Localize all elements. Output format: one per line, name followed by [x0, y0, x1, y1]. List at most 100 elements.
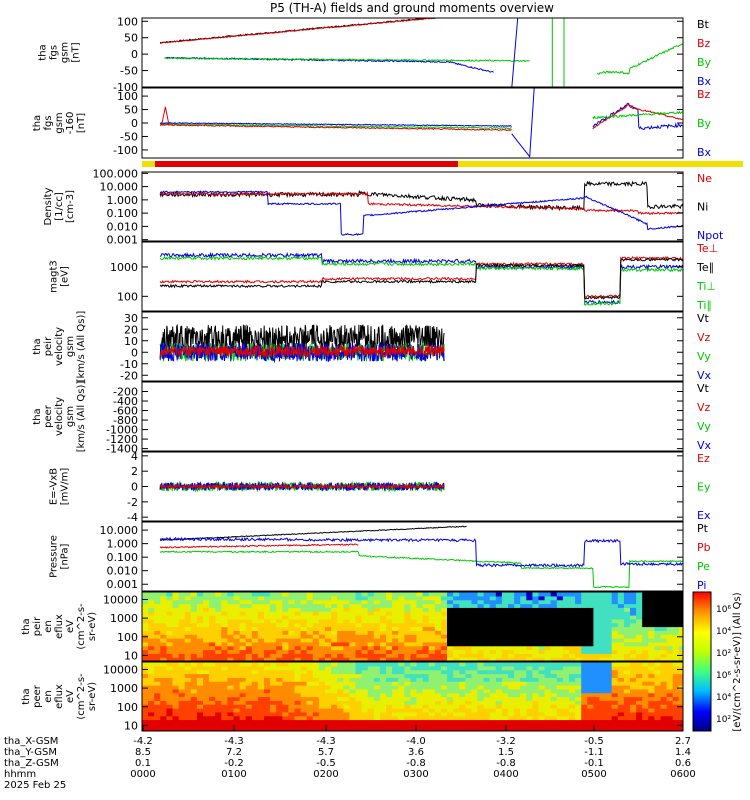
y-tick-label: 1.000	[107, 538, 139, 551]
y-tick-label: 100.000	[93, 167, 139, 180]
y-tick-label: -1000	[106, 424, 138, 437]
colorbar: 10⁶ 10⁴ 10² 10⁶ 10⁴ 10² [eV/(cm^2-s-sr-eV)] (A…	[692, 591, 743, 732]
x-tick-label: -0.2	[224, 758, 244, 769]
legend-Vx: Vx	[697, 439, 712, 452]
bx2-trace	[159, 122, 512, 127]
y-axis-label: -160	[65, 112, 76, 135]
legend-Bx: Bx	[697, 75, 712, 88]
legend-Ez: Ez	[697, 452, 710, 465]
y-axis-label: tha	[32, 338, 43, 354]
ez-trace	[159, 483, 445, 490]
bz2-trace	[159, 123, 512, 132]
y-axis-label: [1/cc]	[54, 192, 65, 221]
by-spike	[551, 18, 565, 87]
y-axis-label: peir	[32, 616, 43, 636]
x-tick-label: -0.8	[406, 758, 426, 769]
y-tick-label: -50	[120, 65, 138, 78]
y-tick-label: 100	[117, 631, 138, 644]
y-tick-label: 0.010	[107, 565, 139, 578]
y-tick-label: 10000	[103, 663, 138, 676]
panel-frame	[141, 661, 684, 732]
y-tick-label: 100	[117, 15, 138, 28]
y-axis-label: sr-eV)	[87, 682, 98, 711]
y-axis-label: (cm^2-s-	[76, 603, 87, 650]
bx2-drop	[511, 88, 535, 158]
plot-area-spec1	[142, 592, 683, 661]
legend-Vt: Vt	[697, 312, 710, 325]
y-tick-label: 0.001	[107, 234, 139, 247]
legend-Pb: Pb	[697, 541, 711, 554]
panel-frame	[141, 17, 684, 88]
y-axis-label: eV	[65, 620, 76, 633]
y-tick-label: 0.100	[107, 207, 139, 220]
legend-Bz: Bz	[697, 88, 711, 101]
y-axis-label: gsm	[60, 42, 71, 63]
y-tick-label: 10	[124, 719, 138, 732]
x-tick-label: 7.2	[226, 747, 242, 758]
panel-frame	[141, 521, 684, 592]
y-tick-label: 0	[131, 48, 138, 61]
y-axis-label: gsm	[65, 406, 76, 427]
panel-temp: 1000 100 magt3 [eV] Te⊥ Te∥ Ti⊥ Ti∥	[49, 241, 718, 312]
legend-Npot: Npot	[697, 229, 724, 242]
y-axis-label: E=-VxB	[49, 468, 60, 505]
y-axis-label: eflux	[54, 684, 65, 709]
y-axis-label: [km/s (All Qs)]	[76, 381, 87, 453]
legend-Te∥: Te∥	[696, 261, 714, 274]
by2-trace	[159, 122, 512, 130]
legend-Vy: Vy	[697, 420, 711, 433]
legend-Pe: Pe	[697, 560, 710, 573]
panel-frame	[141, 311, 684, 382]
y-tick-label: -600	[113, 405, 138, 418]
y-axis-label: gsm	[54, 112, 65, 133]
legend-Vz: Vz	[697, 401, 711, 414]
ne-trace	[159, 190, 683, 215]
plot-area-temp	[159, 251, 683, 307]
y-axis-label: velocity	[54, 397, 65, 436]
x-tick-label: 0100	[221, 769, 246, 780]
x-row-label: hhmm	[4, 769, 36, 780]
legend-Ne: Ne	[697, 172, 712, 185]
by2-recovery	[592, 110, 683, 120]
y-tick-label: 10	[124, 649, 138, 662]
x-tick-label: 0.6	[675, 758, 691, 769]
legend-Ex: Ex	[697, 509, 711, 522]
by-trace	[164, 57, 530, 63]
y-axis-label: velocity	[54, 327, 65, 366]
y-axis-label: peer	[43, 404, 54, 428]
y-tick-label: 0.100	[107, 551, 139, 564]
y-axis-label: [eV]	[60, 266, 71, 287]
y-tick-label: -200	[113, 386, 138, 399]
y-tick-label: 2	[131, 465, 138, 478]
y-axis-label: Density	[43, 187, 54, 225]
y-tick-label: 1000	[110, 261, 138, 274]
legend-Vy: Vy	[697, 350, 711, 363]
x-tick-label: 1.4	[675, 747, 691, 758]
plot-area-fgs	[159, 18, 683, 87]
legend-By: By	[697, 56, 712, 69]
y-axis-label: tha	[21, 688, 32, 704]
y-tick-label: -20	[120, 369, 138, 382]
bx-spike	[511, 18, 519, 87]
y-tick-label: -100	[113, 144, 138, 157]
y-axis-label: tha	[32, 115, 43, 131]
y-axis-label: (cm^2-s-	[76, 673, 87, 720]
colorbar-tick-label: 10²	[716, 649, 731, 659]
y-tick-label: 1.000	[107, 194, 139, 207]
y-axis-label: tha	[21, 618, 32, 634]
ni-trace	[159, 180, 683, 212]
legend-Ti⊥: Ti⊥	[696, 280, 716, 293]
legend-Ey: Ey	[697, 481, 711, 494]
colorbar-tick-label: 10⁶	[716, 605, 731, 615]
plot-area-efield	[159, 480, 445, 493]
y-tick-label: 0	[131, 117, 138, 130]
x-tick-label: -0.5	[316, 758, 336, 769]
panel-efield: 4 2 0 -2 -4 E=-VxB [mV/m] Ez Ey Ex	[49, 450, 711, 524]
y-axis-label: sr-eV)	[87, 612, 98, 641]
x-tick-label: -1.1	[584, 747, 604, 758]
y-tick-label: 1000	[110, 682, 138, 695]
